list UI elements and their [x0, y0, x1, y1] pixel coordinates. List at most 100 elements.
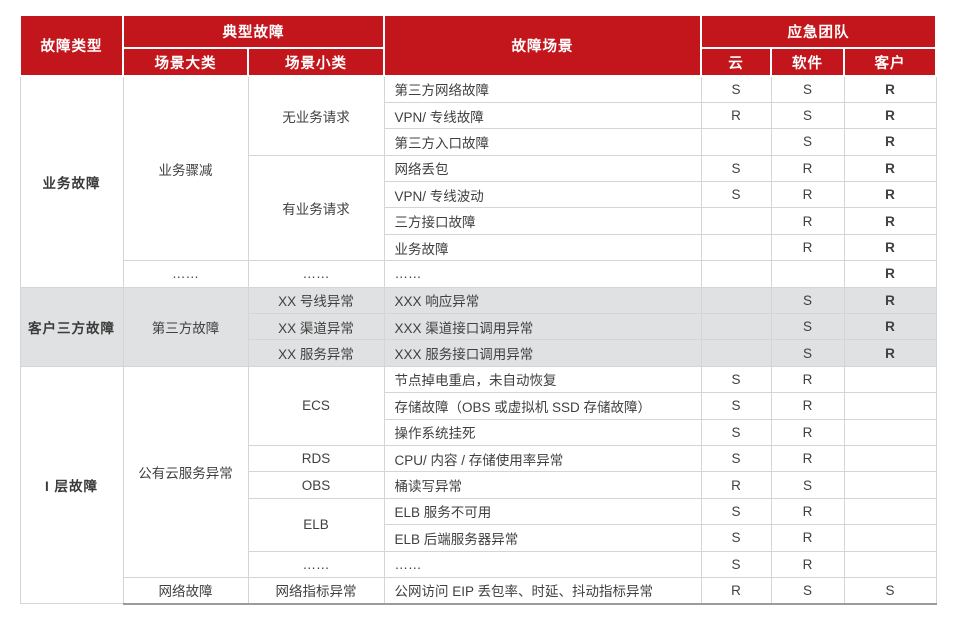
cell-software: R	[770, 365, 845, 394]
cell-type: 客户三方故障	[19, 286, 124, 367]
cell-customer: R	[843, 233, 937, 262]
cell-minor: ECS	[247, 365, 385, 446]
cell-scenario: 第三方入口故障	[383, 128, 702, 156]
cell-software: R	[770, 392, 845, 420]
cell-scenario: XXX 响应异常	[383, 286, 702, 315]
fault-response-table: 故障类型 典型故障 故障场景 应急团队 场景大类 场景小类 云 软件 客户 业务…	[19, 14, 938, 605]
cell-scenario: 公网访问 EIP 丢包率、时延、抖动指标异常	[383, 576, 702, 605]
cell-customer: R	[843, 207, 937, 235]
table-row: ………… S R	[20, 550, 937, 578]
header-row-top: 故障类型 典型故障 故障场景 应急团队	[19, 14, 938, 77]
cell-customer: R	[843, 75, 937, 103]
cell-software: S	[770, 313, 845, 341]
header-row-sub: 场景大类 场景小类 云 软件 客户	[20, 47, 938, 77]
cell-customer	[843, 524, 937, 552]
table-row: OBS 桶读写异常 R S	[20, 471, 937, 499]
cell-scenario: 操作系统挂死	[383, 418, 702, 446]
cell-scenario: 第三方网络故障	[383, 75, 702, 103]
cell-minor: XX 号线异常	[247, 286, 385, 315]
cell-customer: R	[843, 101, 937, 130]
cell-cloud	[700, 339, 772, 367]
table-row: RDS CPU/ 内容 / 存储使用率异常 S R	[20, 444, 937, 473]
table-row: 三方接口故障 R R	[20, 207, 937, 235]
cell-type: I 层故障	[19, 365, 124, 605]
cell-software: R	[770, 444, 845, 473]
cell-software: S	[770, 75, 845, 103]
cell-scenario: ELB 服务不可用	[383, 497, 702, 526]
cell-customer: R	[843, 313, 937, 341]
cell-cloud: S	[700, 550, 772, 578]
cell-major: 公有云服务异常	[122, 365, 249, 578]
cell-major: ……	[122, 260, 249, 288]
header-scenario-minor: 场景小类	[247, 47, 385, 77]
cell-customer	[843, 444, 937, 473]
header-team-software: 软件	[770, 47, 845, 77]
cell-scenario: 业务故障	[383, 233, 702, 262]
cell-scenario: 三方接口故障	[383, 207, 702, 235]
table-row: I 层故障 公有云服务异常 ECS 节点掉电重启，未自动恢复 S R	[19, 365, 937, 605]
table-row: 业务故障 R R	[20, 233, 937, 262]
cell-cloud	[700, 260, 772, 288]
cell-customer: R	[843, 128, 937, 156]
cell-cloud: S	[700, 75, 772, 103]
cell-software: R	[770, 233, 845, 262]
cell-customer	[843, 550, 937, 578]
cell-customer: R	[843, 154, 937, 183]
cell-minor: XX 渠道异常	[247, 313, 385, 341]
cell-software	[770, 260, 845, 288]
cell-major: 业务骤减	[122, 75, 249, 262]
table-row: VPN/ 专线故障 R S R	[20, 101, 937, 130]
cell-minor: 有业务请求	[247, 154, 385, 262]
cell-scenario: XXX 服务接口调用异常	[383, 339, 702, 367]
cell-cloud	[700, 233, 772, 262]
cell-customer: R	[843, 339, 937, 367]
header-fault-type: 故障类型	[19, 14, 124, 77]
cell-software: S	[770, 286, 845, 315]
cell-scenario: 网络丢包	[383, 154, 702, 183]
cell-customer	[843, 392, 937, 420]
cell-minor: 网络指标异常	[247, 576, 385, 605]
cell-software: R	[770, 497, 845, 526]
cell-cloud: S	[700, 497, 772, 526]
cell-cloud: S	[700, 154, 772, 183]
table-row: 操作系统挂死 S R	[20, 418, 937, 446]
cell-minor: RDS	[247, 444, 385, 473]
cell-cloud: S	[700, 524, 772, 552]
cell-software: R	[770, 550, 845, 578]
table-row: XX 服务异常 XXX 服务接口调用异常 S R	[20, 339, 937, 367]
cell-software: R	[770, 524, 845, 552]
cell-minor: OBS	[247, 471, 385, 499]
cell-scenario: VPN/ 专线故障	[383, 101, 702, 130]
cell-customer	[843, 418, 937, 446]
cell-cloud: R	[700, 576, 772, 605]
header-team-cloud: 云	[700, 47, 772, 77]
cell-minor: 无业务请求	[247, 75, 385, 156]
cell-software: R	[770, 181, 845, 209]
cell-cloud: R	[700, 101, 772, 130]
cell-scenario: CPU/ 内容 / 存储使用率异常	[383, 444, 702, 473]
table-row: 有业务请求 网络丢包 S R R	[20, 154, 937, 262]
cell-software: S	[770, 471, 845, 499]
cell-scenario: XXX 渠道接口调用异常	[383, 313, 702, 341]
table-row: 客户三方故障 第三方故障 XX 号线异常 XXX 响应异常 S R	[19, 286, 937, 367]
header-typical-fault: 典型故障	[122, 14, 385, 49]
header-scenario-major: 场景大类	[122, 47, 249, 77]
cell-scenario: ……	[383, 550, 702, 578]
table-row: 存储故障（OBS 或虚拟机 SSD 存储故障） S R	[20, 392, 937, 420]
cell-major: 网络故障	[122, 576, 249, 605]
table-row: ELB 后端服务器异常 S R	[20, 524, 937, 552]
cell-software: R	[770, 207, 845, 235]
cell-cloud: S	[700, 365, 772, 394]
cell-customer: R	[843, 181, 937, 209]
table-row: 第三方入口故障 S R	[20, 128, 937, 156]
header-team-customer: 客户	[842, 47, 938, 77]
cell-cloud	[700, 286, 772, 315]
cell-scenario: 桶读写异常	[383, 471, 702, 499]
cell-cloud: S	[700, 181, 772, 209]
fault-table-body: 业务故障 业务骤减 无业务请求 第三方网络故障 S S R VPN/ 专线故障 R S R 第三方入口…	[19, 75, 937, 605]
cell-major: 第三方故障	[122, 286, 249, 367]
cell-cloud	[700, 313, 772, 341]
cell-cloud: S	[700, 444, 772, 473]
cell-cloud: R	[700, 471, 772, 499]
